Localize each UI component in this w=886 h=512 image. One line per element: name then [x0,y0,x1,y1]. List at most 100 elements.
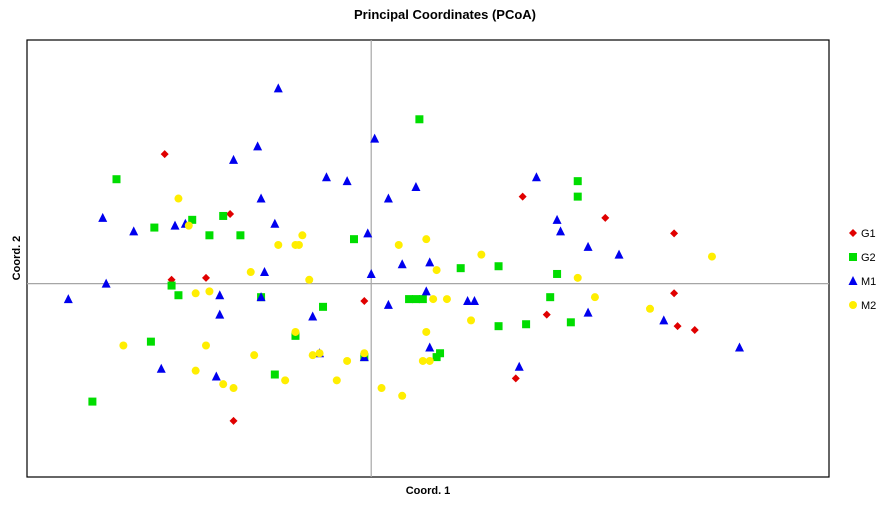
legend-marker-g2 [849,253,857,261]
point-g1 [360,297,369,306]
point-m2 [291,327,300,336]
point-m1 [556,226,566,236]
point-g1 [670,289,679,298]
point-m2 [219,380,228,389]
point-m2 [343,356,352,365]
point-m1 [156,363,166,373]
point-m2 [646,304,655,313]
point-g2 [573,192,582,201]
data-points-layer [63,83,745,425]
point-m2 [573,273,582,282]
point-g2 [188,215,197,224]
point-m2 [590,293,599,302]
point-m1 [370,133,380,143]
point-g2 [146,337,155,346]
point-m1 [129,226,139,236]
point-m1 [211,371,221,381]
legend-marker-m2 [849,301,857,309]
point-g2 [494,262,503,271]
point-m1 [383,193,393,203]
point-g2 [546,293,555,302]
point-m1 [514,361,524,371]
point-g2 [405,295,414,304]
point-m2 [308,351,317,360]
point-m2 [274,240,283,249]
point-m1 [411,181,421,191]
point-m2 [398,391,407,400]
point-m2 [442,295,451,304]
point-m1 [260,267,270,277]
point-g2 [436,349,445,358]
point-m2 [377,384,386,393]
point-g2 [456,264,465,273]
x-axis-label: Coord. 1 [406,485,451,497]
point-m1 [735,342,745,352]
series-m1 [63,83,745,381]
point-g2 [167,281,176,290]
point-m2 [205,287,214,296]
y-axis-label: Coord. 2 [11,236,23,281]
point-g2 [494,322,503,331]
point-g1 [690,326,699,335]
legend-label-g2: G2 [861,252,876,264]
point-g1 [670,229,679,238]
point-m1 [215,309,225,319]
point-g1 [511,374,520,383]
point-m1 [342,176,352,186]
point-m2 [305,275,314,284]
point-m1 [463,296,473,306]
point-g2 [418,295,427,304]
point-m1 [321,172,331,182]
point-m1 [614,249,624,259]
point-m1 [383,299,393,309]
point-m1 [308,311,318,321]
point-g1 [226,210,235,219]
point-g2 [566,318,575,327]
series-m2 [119,194,716,400]
point-m1 [229,154,239,164]
point-g2 [319,302,328,311]
point-m1 [63,294,73,304]
point-m1 [421,286,431,296]
point-g1 [542,310,551,319]
point-g2 [411,295,420,304]
point-g1 [673,322,682,331]
point-m2 [429,295,438,304]
legend-label-g1: G1 [861,228,876,240]
point-m2 [298,231,307,240]
point-m2 [229,384,238,393]
point-m1 [363,228,373,238]
point-m2 [191,289,200,298]
point-g2 [270,370,279,379]
point-m2 [201,341,210,350]
point-m1 [469,296,479,306]
point-m1 [425,342,435,352]
point-m2 [174,194,183,203]
point-m2 [707,252,716,261]
point-m2 [432,266,441,275]
point-g2 [553,269,562,278]
point-m2 [422,235,431,244]
point-g1 [601,213,610,222]
point-g2 [415,115,424,124]
point-m1 [101,278,111,288]
point-m2 [184,221,193,230]
point-m2 [418,356,427,365]
point-m1 [273,83,283,93]
point-m2 [119,341,128,350]
point-m2 [360,349,369,358]
point-m2 [294,240,303,249]
point-g2 [174,291,183,300]
point-g2 [205,231,214,240]
point-g1 [160,150,169,159]
point-m1 [583,241,593,251]
point-m2 [246,268,255,277]
point-m1 [256,193,266,203]
point-m1 [397,259,407,269]
point-m2 [477,250,486,259]
point-m2 [315,349,324,358]
point-m1 [215,290,225,300]
point-m2 [467,316,476,325]
chart-title: Principal Coordinates (PCoA) [354,7,536,22]
point-g1 [229,416,238,425]
